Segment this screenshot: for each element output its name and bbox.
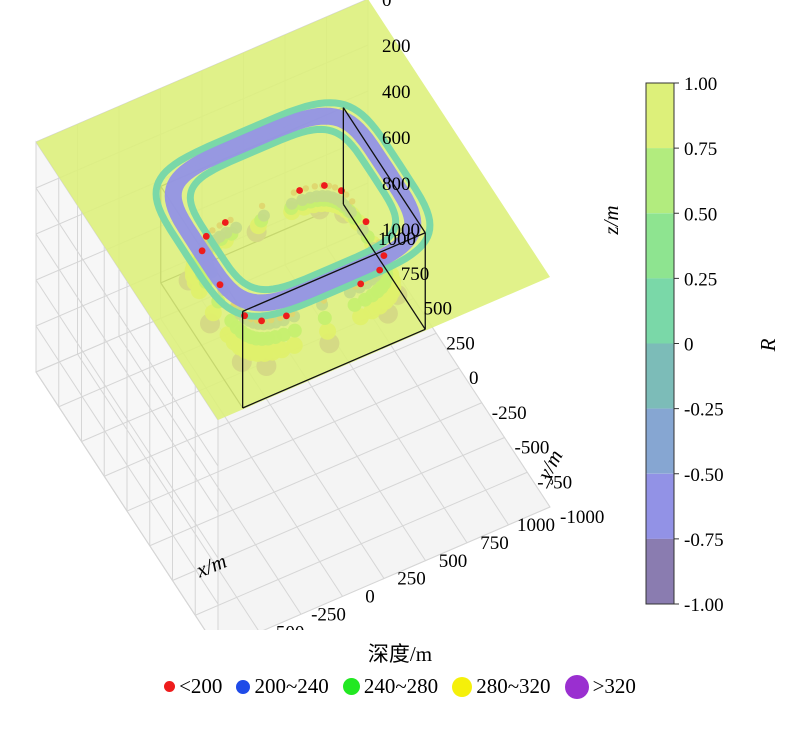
side-grid-z <box>35 325 219 605</box>
colorbar-tick-label: -0.75 <box>684 530 724 551</box>
legend-entry: 240~280 <box>342 674 439 699</box>
scatter-point <box>283 312 290 320</box>
colorbar-band <box>646 213 674 279</box>
side-grid-z <box>35 187 219 467</box>
legend-label: <200 <box>179 674 223 698</box>
legend-marker <box>452 676 473 697</box>
scatter-point <box>198 247 206 255</box>
colorbar-tick-label: 0.25 <box>684 269 717 290</box>
scatter-point <box>380 252 388 259</box>
scatter-point <box>202 232 210 240</box>
colorbar-tick-label: 1.00 <box>684 74 717 95</box>
x-tick-label: 250 <box>397 569 426 590</box>
legend-label: 280~320 <box>476 674 551 698</box>
y-tick-label: -250 <box>492 403 527 424</box>
colorbar-band <box>646 83 674 149</box>
z-tick-label: 1000 <box>382 220 420 241</box>
x-tick-label: -250 <box>311 604 346 625</box>
colorbar-band <box>646 148 674 214</box>
x-tick-label: 0 <box>365 587 375 608</box>
colorbar-tick-label: -0.25 <box>684 400 724 421</box>
legend-entry: >320 <box>564 674 636 699</box>
y-tick-label: 750 <box>401 264 430 285</box>
bounding-box-edge <box>242 328 426 409</box>
side-grid-z <box>35 233 219 513</box>
scatter-point <box>258 317 265 325</box>
bounding-box-edge <box>242 232 426 312</box>
legend-entry: 280~320 <box>452 674 551 699</box>
z-tick-label: 600 <box>382 128 411 149</box>
colorbar-band <box>646 343 674 409</box>
side-grid-z <box>35 371 219 651</box>
legend-entry: 200~240 <box>236 674 329 699</box>
legend-entry: <200 <box>164 674 222 699</box>
colorbar-tick-label: -0.50 <box>684 465 724 486</box>
y-tick-label: 500 <box>424 299 453 320</box>
legend-items: <200 200~240 240~280 280~320 >320 <box>0 674 800 699</box>
colorbar-label: R <box>756 338 780 352</box>
colorbar-band <box>646 538 674 604</box>
scatter-point <box>321 182 328 189</box>
legend-label: >320 <box>592 674 636 698</box>
colorbar-tick-label: 0.75 <box>684 139 717 160</box>
y-tick-label: -500 <box>515 438 550 459</box>
z-tick-label: 200 <box>382 36 411 57</box>
legend: 深度/m <200 200~240 240~280 280~320 >320 <box>0 638 800 699</box>
z-axis-label: z/m <box>599 205 623 235</box>
legend-marker <box>236 679 251 694</box>
scatter-point <box>296 187 303 194</box>
colorbar-band <box>646 278 674 344</box>
x-tick-label: 750 <box>480 533 509 554</box>
x-tick-label: -500 <box>270 622 305 630</box>
colorbar-band <box>646 473 674 539</box>
z-tick-label: 800 <box>382 174 411 195</box>
floor-grid-y <box>104 332 437 477</box>
scatter-point <box>376 266 384 274</box>
legend-label: 240~280 <box>363 674 439 698</box>
colorbar-tick-label: 0.50 <box>684 204 717 225</box>
colorbar-band <box>646 408 674 474</box>
legend-marker <box>164 681 176 692</box>
scatter-point <box>362 218 370 226</box>
scatter-point <box>357 280 365 288</box>
points-above-plane <box>198 107 426 409</box>
bounding-box-edge <box>342 107 426 234</box>
colorbar-tick-label: 0 <box>684 335 694 356</box>
y-tick-label: 250 <box>446 333 475 354</box>
plot-3d: -1000-750-500-25002505007501000-1000-750… <box>35 0 780 679</box>
z-tick-label: 0 <box>382 0 392 11</box>
y-tick-label: -1000 <box>560 507 604 528</box>
y-tick-label: 0 <box>469 368 479 389</box>
surface-plane <box>36 0 550 420</box>
y-tick-label: -750 <box>537 472 572 493</box>
y-tick-label: 1000 <box>378 229 416 250</box>
side-grid-z <box>35 279 219 559</box>
scatter-point <box>221 219 229 226</box>
surface-ring-halo <box>186 125 400 294</box>
scatter-point <box>216 281 224 289</box>
colorbar-tick-label: -1.00 <box>684 595 724 616</box>
legend-title: 深度/m <box>367 642 433 666</box>
legend-label: 200~240 <box>254 674 329 698</box>
x-tick-label: 1000 <box>517 515 555 536</box>
z-tick-label: 400 <box>382 82 411 103</box>
bounding-box-edge <box>342 203 426 330</box>
legend-marker <box>342 678 360 695</box>
floor-grid-y <box>126 367 460 512</box>
surface-ring-halo <box>152 99 434 320</box>
legend-marker <box>564 674 589 699</box>
x-tick-label: 500 <box>439 551 468 572</box>
colorbar: 1.00 0.75 0.50 0.25 0 -0.25 -0.50 -0.75 -1.00 R <box>645 74 780 616</box>
